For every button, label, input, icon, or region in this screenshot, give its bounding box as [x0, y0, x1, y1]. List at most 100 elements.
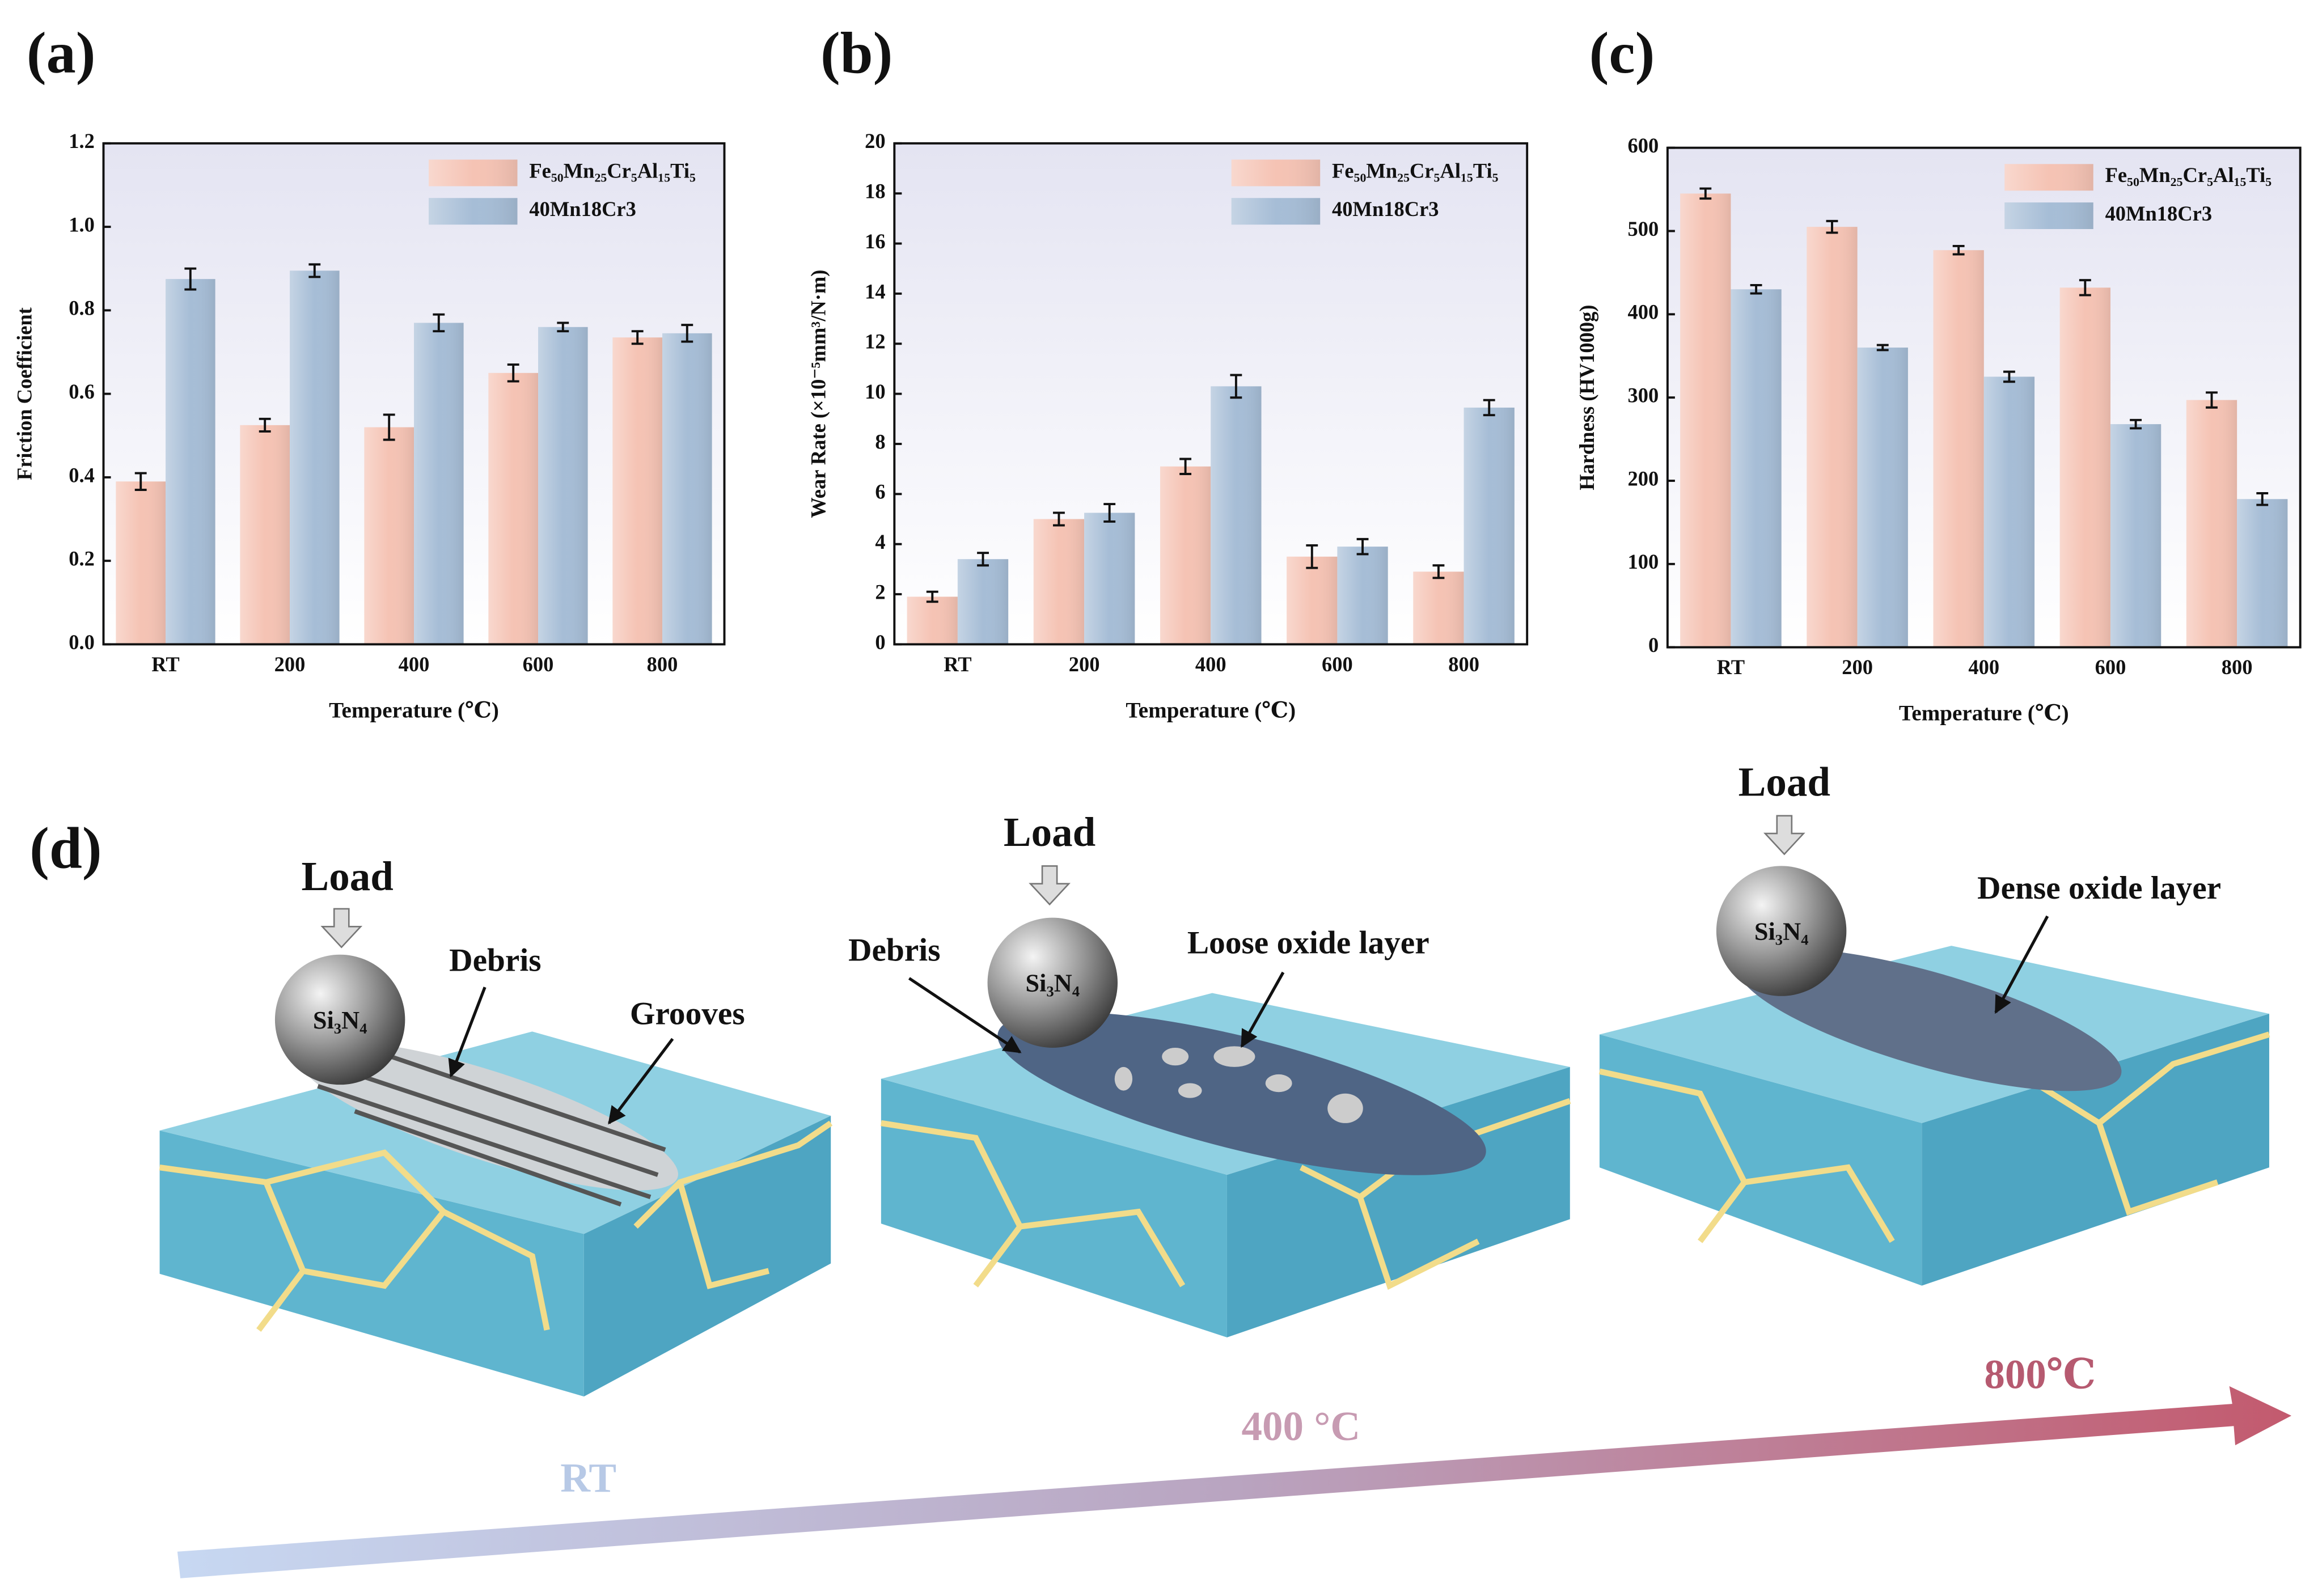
bar-shade — [1983, 376, 2035, 647]
error-bar — [557, 321, 569, 333]
annotation: Debris — [449, 943, 541, 979]
x-axis-label: Temperature (℃) — [329, 698, 499, 722]
bar-shade — [2237, 499, 2288, 647]
x-tick-label: 800 — [1448, 653, 1479, 676]
bar-shade — [1337, 547, 1388, 645]
panel-label: (c) — [1589, 20, 1655, 86]
bar-shade — [2186, 400, 2237, 647]
y-tick-label: 8 — [875, 430, 885, 453]
y-axis-label: Hardness (HV1000g) — [1575, 304, 1598, 490]
annotation: Debris — [848, 932, 940, 968]
x-tick-label: RT — [1717, 655, 1745, 679]
error-bar — [1483, 399, 1495, 417]
x-axis-label: Temperature (℃) — [1126, 698, 1296, 722]
block: Si₃N₄ Load Debris Loose oxide layer — [848, 809, 1571, 1337]
bar-shade — [1084, 513, 1135, 645]
x-tick-label: 800 — [647, 653, 678, 676]
error-bar — [2003, 370, 2015, 383]
bar-shade — [1287, 556, 1338, 645]
y-tick-label: 10 — [865, 380, 885, 403]
legend-shade — [429, 198, 518, 225]
x-tick-label: 400 — [399, 653, 430, 676]
error-bar — [1230, 374, 1242, 399]
x-tick-label: RT — [151, 653, 179, 676]
error-bar — [383, 413, 395, 441]
error-bar — [134, 472, 147, 491]
load-label: Load — [302, 853, 394, 899]
error-bar — [308, 263, 321, 278]
bar-shade — [1463, 407, 1515, 645]
error-bar — [184, 267, 197, 291]
error-bar — [433, 313, 445, 333]
bar-shade — [116, 481, 166, 645]
bar-shade — [1857, 348, 1908, 647]
bar-shade — [1680, 193, 1731, 647]
bar-shade — [1413, 571, 1464, 645]
legend-label: Fe₅₀Mn₂₅Cr₅Al₁₅Ti₅ — [1332, 159, 1499, 182]
legend-label: 40Mn18Cr3 — [529, 197, 636, 221]
error-bar — [1826, 219, 1838, 234]
error-bar — [1053, 511, 1065, 527]
bar-shade — [1807, 227, 1858, 647]
bar-shade — [907, 596, 958, 645]
plot-frame — [102, 142, 726, 646]
y-tick-label: 18 — [865, 180, 885, 203]
temperature-arrow — [177, 1386, 2292, 1578]
error-bar — [1356, 537, 1369, 556]
bar-shade — [240, 425, 290, 645]
y-tick-label: 400 — [1627, 300, 1659, 324]
y-tick-label: 200 — [1627, 467, 1659, 490]
y-tick-label: 0.4 — [69, 463, 95, 486]
error-bar — [507, 363, 519, 383]
y-tick-label: 20 — [865, 129, 885, 153]
panel-label: (d) — [29, 815, 101, 880]
y-axis-label: Friction Coefficient — [12, 307, 36, 480]
error-bar — [2256, 492, 2269, 506]
error-bar — [2079, 279, 2091, 297]
bar-shade — [290, 270, 340, 645]
x-axis-label: Temperature (℃) — [1899, 701, 2069, 726]
bar-shade — [1933, 250, 1984, 647]
bar-shade — [166, 279, 215, 645]
legend-shade — [1231, 198, 1321, 225]
error-bar — [1952, 244, 1965, 256]
bar-shade — [1160, 466, 1211, 645]
error-bar — [2206, 391, 2218, 409]
error-bar — [1306, 544, 1318, 569]
block: Si₃N₄ Load Debris Grooves — [159, 853, 833, 1397]
panel-label: (b) — [820, 20, 892, 86]
error-bar — [1179, 458, 1192, 475]
bar-shade — [488, 372, 538, 645]
error-bar — [1699, 187, 1712, 200]
y-tick-label: 14 — [865, 280, 885, 303]
plot-frame — [893, 142, 1529, 646]
y-axis-label: Wear Rate (×10⁻⁵mm³/N·m) — [806, 270, 830, 518]
error-bar — [977, 552, 989, 567]
annotation: Loose oxide layer — [1187, 925, 1429, 960]
y-tick-label: 1.0 — [69, 213, 95, 236]
error-bar — [1103, 503, 1116, 523]
error-bar — [631, 330, 644, 345]
error-bar — [1432, 564, 1445, 579]
plot-frame — [1666, 146, 2302, 649]
y-tick-label: 600 — [1627, 134, 1659, 157]
x-tick-label: 400 — [1968, 655, 1999, 679]
temperature-label: 400 °C — [1241, 1403, 1360, 1449]
bar-shade — [414, 323, 464, 645]
x-tick-label: 200 — [1069, 653, 1100, 676]
legend-shade — [2004, 202, 2093, 230]
annotation: Dense oxide layer — [1977, 870, 2221, 906]
y-tick-label: 0.6 — [69, 380, 95, 403]
error-bar — [1876, 344, 1889, 352]
diagram: (d) Si₃N₄ Load Debris Grooves Si₃N₄ Load… — [29, 759, 2292, 1578]
bar-shade — [364, 427, 414, 645]
error-bar — [681, 324, 693, 343]
x-tick-label: 600 — [1322, 653, 1353, 676]
error-bar — [926, 590, 938, 603]
legend-label: 40Mn18Cr3 — [2105, 202, 2213, 225]
error-bar — [1750, 283, 1762, 295]
legend-label: 40Mn18Cr3 — [1332, 197, 1439, 221]
temperature-label: RT — [560, 1455, 616, 1501]
y-tick-label: 0.0 — [69, 630, 95, 654]
